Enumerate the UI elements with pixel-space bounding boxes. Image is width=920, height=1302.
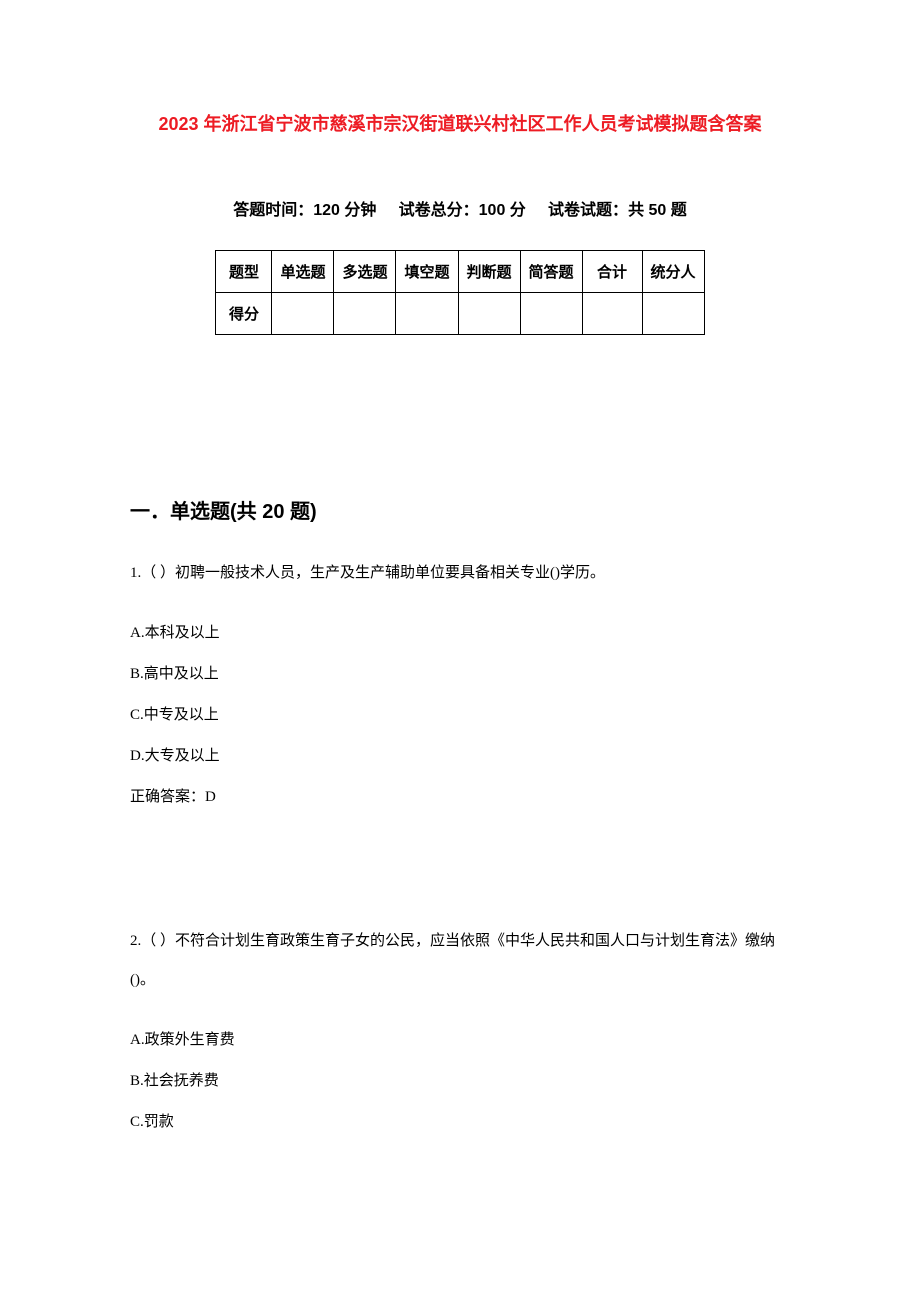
question-2: 2.（ ）不符合计划生育政策生育子女的公民，应当依照《中华人民共和国人口与计划生… — [130, 922, 790, 1131]
table-header-cell: 填空题 — [396, 251, 458, 293]
table-header-cell: 判断题 — [458, 251, 520, 293]
correct-answer: 正确答案：D — [130, 785, 790, 806]
question-stem: 2.（ ）不符合计划生育政策生育子女的公民，应当依照《中华人民共和国人口与计划生… — [130, 922, 790, 1000]
options-list: A.本科及以上 B.高中及以上 C.中专及以上 D.大专及以上 — [130, 621, 790, 765]
options-list: A.政策外生育费 B.社会抚养费 C.罚款 — [130, 1028, 790, 1131]
option-d: D.大专及以上 — [130, 744, 790, 765]
score-value: 100 分 — [479, 202, 526, 219]
document-title: 2023 年浙江省宁波市慈溪市宗汉街道联兴村社区工作人员考试模拟题含答案 — [130, 110, 790, 136]
spacer — [130, 842, 790, 922]
exam-meta-line: 答题时间：120 分钟 试卷总分：100 分 试卷试题：共 50 题 — [130, 196, 790, 220]
option-a: A.本科及以上 — [130, 621, 790, 642]
option-b: B.社会抚养费 — [130, 1069, 790, 1090]
table-cell — [582, 293, 642, 335]
table-header-cell: 多选题 — [334, 251, 396, 293]
table-cell — [642, 293, 704, 335]
table-header-cell: 简答题 — [520, 251, 582, 293]
title-text: 年浙江省宁波市慈溪市宗汉街道联兴村社区工作人员考试模拟题含答案 — [199, 114, 762, 134]
table-row: 得分 — [216, 293, 704, 335]
table-header-cell: 单选题 — [272, 251, 334, 293]
question-stem: 1.（ ）初聘一般技术人员，生产及生产辅助单位要具备相关专业()学历。 — [130, 554, 790, 593]
option-c: C.中专及以上 — [130, 703, 790, 724]
score-label: 试卷总分： — [399, 202, 479, 219]
time-label: 答题时间： — [233, 202, 313, 219]
option-a: A.政策外生育费 — [130, 1028, 790, 1049]
table-header-cell: 合计 — [582, 251, 642, 293]
table-header-cell: 统分人 — [642, 251, 704, 293]
table-cell: 得分 — [216, 293, 272, 335]
time-value: 120 分钟 — [313, 202, 376, 219]
table-header-cell: 题型 — [216, 251, 272, 293]
table-cell — [334, 293, 396, 335]
option-b: B.高中及以上 — [130, 662, 790, 683]
table-cell — [272, 293, 334, 335]
document-page: 2023 年浙江省宁波市慈溪市宗汉街道联兴村社区工作人员考试模拟题含答案 答题时… — [0, 0, 920, 1227]
count-value: 共 50 题 — [628, 202, 687, 219]
title-year: 2023 — [158, 114, 198, 134]
option-c: C.罚款 — [130, 1110, 790, 1131]
count-label: 试卷试题： — [548, 202, 628, 219]
section-heading: 一．单选题(共 20 题) — [130, 495, 790, 524]
score-table: 题型 单选题 多选题 填空题 判断题 简答题 合计 统分人 得分 — [215, 250, 704, 335]
question-1: 1.（ ）初聘一般技术人员，生产及生产辅助单位要具备相关专业()学历。 A.本科… — [130, 554, 790, 806]
table-row: 题型 单选题 多选题 填空题 判断题 简答题 合计 统分人 — [216, 251, 704, 293]
table-cell — [458, 293, 520, 335]
table-cell — [396, 293, 458, 335]
table-cell — [520, 293, 582, 335]
